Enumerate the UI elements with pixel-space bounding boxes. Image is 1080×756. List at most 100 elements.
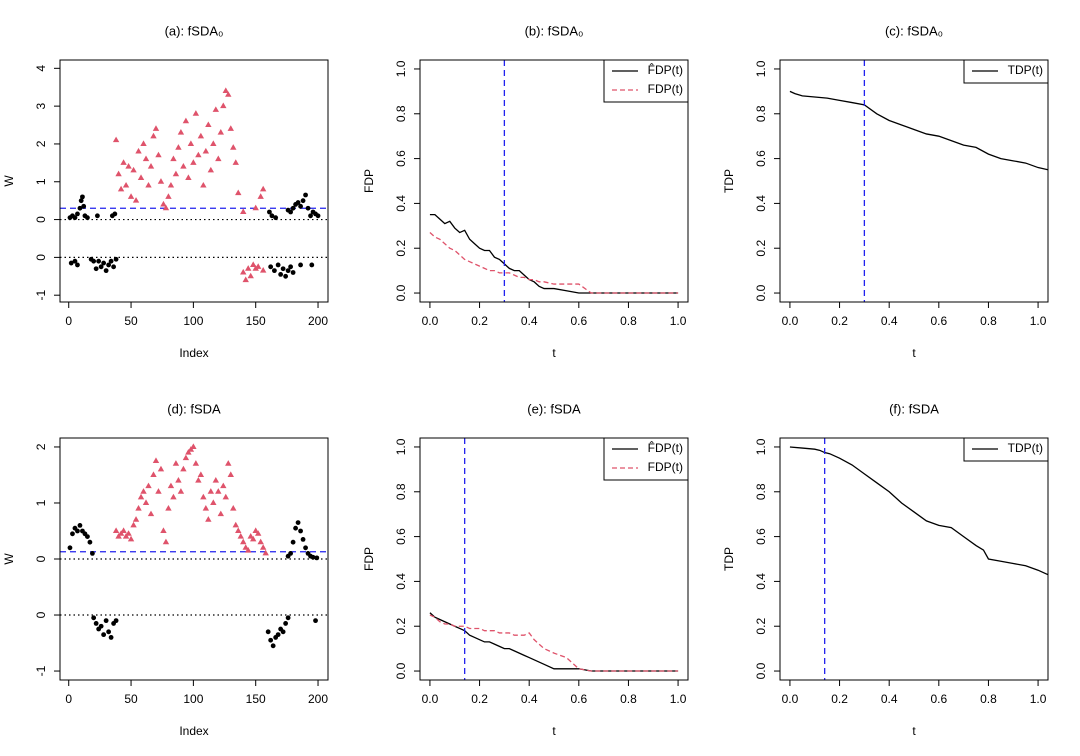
triangle-point [202,504,210,511]
legend-label: FDP(t) [648,82,683,96]
panel-title: (e): fSDA [527,401,581,416]
y-tick-label: 0 [34,611,48,618]
triangle-point [200,181,207,188]
circle-point [98,623,104,629]
circle-point [94,213,100,219]
y-axis-label: W [2,553,16,565]
series-line [429,614,679,672]
x-tick-label: 0.0 [422,314,439,328]
circle-point [280,629,286,635]
panel-title: (b): fSDA₀ [525,23,584,38]
x-tick-label: 0.4 [521,314,538,328]
circle-point [93,621,99,626]
triangle-point [137,174,145,180]
y-tick-label: 0.8 [754,105,768,122]
triangle-point [242,544,249,550]
y-tick-label: 0.4 [394,195,408,212]
y-tick-label: 0.2 [394,618,408,635]
y-tick-label: 0.0 [394,662,408,679]
legend-box [603,59,689,103]
triangle-point [207,166,215,173]
triangle-point [130,166,137,173]
x-axis-label: t [552,724,556,738]
series-line [789,90,1048,171]
y-axis-label: TDP [722,547,736,571]
circle-point [308,213,313,219]
triangle-point [210,499,217,505]
triangle-point [232,521,239,528]
circle-point [75,262,80,268]
x-tick-label: 0.6 [930,692,947,706]
x-tick-label: 1.0 [670,692,687,706]
triangle-point [155,151,162,158]
triangle-point [200,493,207,500]
circle-point [101,260,107,266]
y-tick-label: 0 [34,216,48,223]
triangle-point [259,267,267,273]
y-tick-label: 1 [34,499,48,506]
legend-box [603,437,689,481]
y-tick-label: 1 [34,178,48,185]
y-tick-label: 0.8 [754,483,768,500]
triangle-point [215,155,222,162]
triangle-point [155,488,162,494]
triangle-point [147,510,155,517]
circle-point [90,550,95,556]
triangle-point [254,263,262,269]
triangle-point [127,535,135,542]
x-tick-label: 0.2 [831,314,848,328]
y-tick-label: 0 [34,555,48,562]
circle-point [315,213,321,219]
plot-frame [779,437,1049,681]
circle-point [298,262,303,268]
x-tick-label: 200 [308,692,328,706]
circle-point [267,209,272,215]
y-tick-label: 1.0 [754,60,768,77]
circle-point [293,525,298,531]
circle-point [72,215,78,221]
x-tick-label: 1.0 [1030,692,1047,706]
circle-point [303,545,308,551]
triangle-point [150,471,157,477]
y-axis-label: TDP [722,169,736,193]
x-tick-label: 0.2 [471,692,488,706]
triangle-point [125,530,132,536]
triangle-point [230,504,237,511]
x-tick-label: 50 [124,314,138,328]
triangle-point [115,170,122,177]
legend-label: F̂DP(t) [648,62,683,77]
y-tick-label: 0.6 [754,150,768,167]
x-tick-label: 0.2 [471,314,488,328]
circle-point [314,555,320,561]
circle-point [283,273,289,279]
triangle-point [120,527,127,533]
triangle-point [127,193,135,199]
series-line [789,446,1048,576]
triangle-point [205,121,212,128]
circle-point [108,258,114,264]
circle-point [91,258,97,264]
triangle-point [180,465,187,472]
circle-point [72,258,78,264]
circle-point [288,550,294,556]
triangle-point [112,136,120,143]
legend-label: TDP(t) [1008,441,1043,455]
y-tick-label: 0.2 [754,240,768,257]
x-tick-label: 0.8 [620,692,637,706]
circle-point [273,215,279,221]
y-tick-label: 0.6 [754,528,768,545]
triangle-point [190,159,197,165]
triangle-point [182,117,190,124]
circle-point [78,198,84,204]
triangle-point [130,521,137,528]
y-axis-label: FDP [362,547,376,571]
y-tick-label: 0.4 [754,195,768,212]
triangle-point [205,516,212,522]
x-axis-label: Index [179,346,208,360]
x-axis-label: t [552,346,556,360]
triangle-point [195,476,202,483]
circle-point [288,264,294,270]
y-tick-label: 3 [34,102,48,109]
circle-point [285,615,291,621]
triangle-point [140,488,147,494]
